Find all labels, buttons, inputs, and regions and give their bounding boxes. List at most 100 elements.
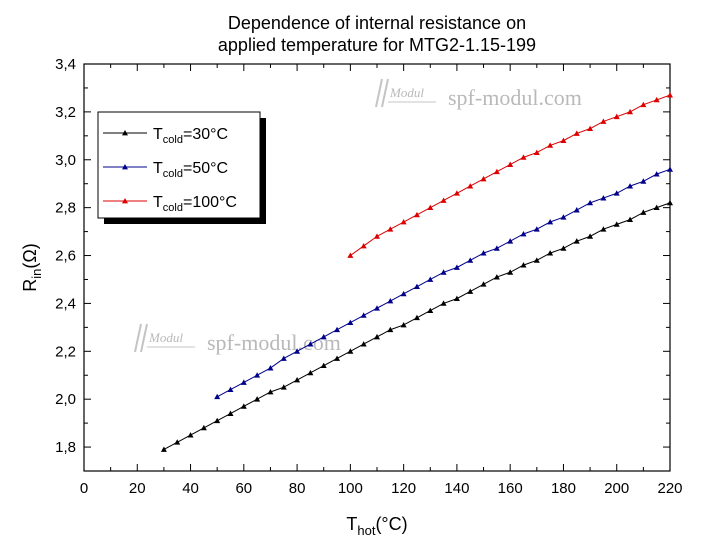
- legend-entry-1: Tcold=30°C: [103, 126, 228, 146]
- data-point: [627, 108, 634, 115]
- x-axis-title-sub: hot: [357, 523, 375, 538]
- x-axis-title-main: T: [346, 514, 357, 534]
- legend-label-sub: cold: [163, 168, 183, 180]
- data-point: [214, 393, 221, 400]
- y-tick-label: 2,6: [55, 248, 76, 265]
- data-point: [653, 96, 660, 103]
- data-point: [453, 264, 460, 270]
- y-axis-title-sub: in: [29, 269, 44, 279]
- data-point: [294, 348, 301, 354]
- x-tick-label: 60: [235, 480, 252, 497]
- data-point: [427, 307, 434, 313]
- watermark-group: Modul spf-modul.com Modul spf-modul.com: [134, 78, 582, 355]
- data-point: [360, 242, 367, 249]
- data-point: [627, 216, 634, 223]
- data-point: [640, 101, 647, 108]
- data-point: [187, 432, 194, 438]
- legend-label: Tcold=100°C: [153, 194, 237, 214]
- x-tick-label: 0: [80, 480, 88, 497]
- series-3: [347, 92, 673, 258]
- data-point: [440, 197, 447, 203]
- data-point: [427, 276, 434, 282]
- data-point: [280, 384, 287, 390]
- x-tick-label: 20: [129, 480, 146, 497]
- data-point: [507, 238, 514, 244]
- y-tick-label: 2,2: [55, 343, 76, 360]
- legend-label-main: T: [153, 126, 163, 143]
- x-tick-label: 220: [657, 480, 682, 497]
- data-point: [453, 190, 460, 196]
- data-point: [520, 230, 527, 237]
- watermark-logo-strokes: [134, 323, 148, 353]
- data-point: [413, 211, 420, 218]
- x-axis-title: Thot(°C): [346, 514, 407, 538]
- y-tick-label: 2,0: [55, 391, 76, 408]
- data-point: [653, 204, 660, 211]
- data-point: [267, 388, 274, 395]
- chart-title: Dependence of internal resistance on app…: [84, 12, 670, 56]
- data-point: [307, 369, 314, 376]
- data-point: [413, 283, 420, 290]
- legend-label-sub: cold: [163, 202, 183, 214]
- series-1: [160, 199, 673, 452]
- series-line: [163, 202, 671, 450]
- data-point: [347, 348, 354, 354]
- x-tick-label: 120: [391, 480, 416, 497]
- data-point: [507, 161, 514, 167]
- data-point: [200, 424, 207, 431]
- data-point: [613, 113, 620, 120]
- series-line: [216, 168, 671, 398]
- data-point: [587, 233, 594, 239]
- data-point: [560, 214, 567, 220]
- data-point: [627, 183, 634, 189]
- data-point: [294, 377, 301, 383]
- data-point: [374, 333, 380, 340]
- series-line: [350, 94, 671, 256]
- legend-label-main: T: [153, 160, 163, 177]
- watermark-2: Modul spf-modul.com: [134, 323, 341, 355]
- data-point: [587, 125, 594, 132]
- data-point: [573, 207, 580, 213]
- watermark-logo: Modul: [389, 85, 424, 100]
- y-tick-label: 1,8: [55, 439, 76, 456]
- data-point: [174, 439, 181, 445]
- y-axis-title-rest: (Ω): [20, 243, 40, 268]
- data-point: [400, 219, 407, 225]
- data-point: [427, 204, 434, 211]
- data-point: [467, 288, 474, 294]
- data-point: [547, 250, 554, 256]
- x-tick-label: 100: [338, 480, 363, 497]
- legend-label: Tcold=30°C: [153, 126, 228, 146]
- data-point: [573, 238, 580, 244]
- data-point: [493, 274, 500, 280]
- x-tick-label: 140: [444, 480, 469, 497]
- chart-title-line-1: Dependence of internal resistance on: [227, 13, 527, 33]
- data-point: [480, 281, 487, 287]
- data-point: [667, 92, 673, 98]
- data-point: [600, 118, 607, 124]
- watermark-site-text: spf-modul.com: [448, 85, 582, 110]
- watermark-logo-strokes: [375, 78, 389, 108]
- data-point: [360, 312, 367, 318]
- series-2: [214, 166, 673, 400]
- legend-label-rest: =50°C: [183, 160, 228, 177]
- watermark-logo: Modul: [148, 330, 183, 345]
- data-point: [613, 221, 620, 227]
- data-point: [440, 269, 447, 275]
- data-point: [653, 171, 660, 177]
- x-axis-title-rest: (°C): [375, 514, 407, 534]
- data-point: [533, 257, 540, 263]
- data-point: [480, 250, 487, 256]
- y-axis-title-main: R: [20, 279, 40, 292]
- x-tick-label: 200: [604, 480, 629, 497]
- data-point: [467, 183, 474, 189]
- data-point: [307, 341, 314, 347]
- data-point: [547, 142, 554, 148]
- data-point: [360, 341, 367, 347]
- axis-titles: Thot(°C) Rin(Ω): [20, 243, 408, 538]
- data-point: [347, 319, 354, 325]
- data-point: [267, 365, 274, 371]
- y-tick-label: 3,0: [55, 152, 76, 169]
- data-point: [227, 410, 234, 416]
